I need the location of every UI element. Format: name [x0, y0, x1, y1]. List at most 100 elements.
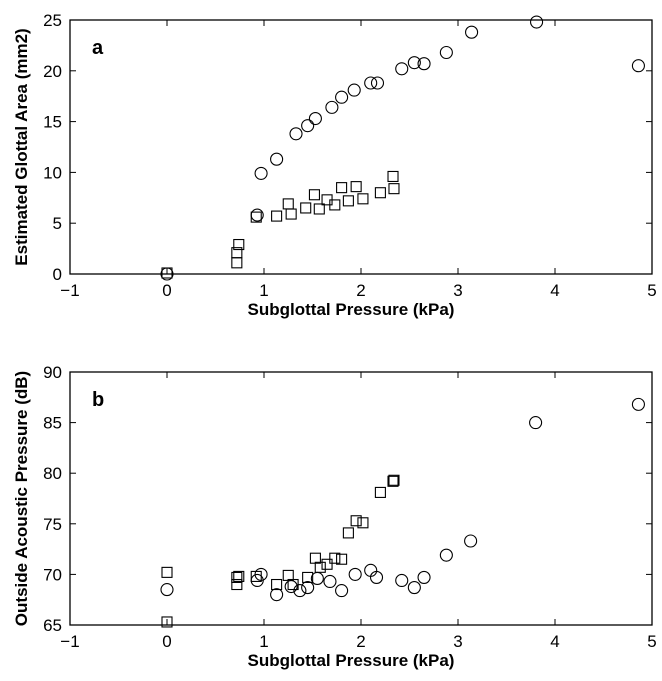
square-marker	[250, 211, 262, 223]
x-tick-label: −1	[60, 632, 79, 651]
y-tick-label: 80	[43, 464, 62, 483]
x-tick-label: −1	[60, 281, 79, 300]
circle-marker	[369, 570, 384, 584]
square-marker	[357, 517, 369, 529]
y-tick-label: 70	[43, 565, 62, 584]
square-marker	[342, 527, 354, 539]
x-tick-label: 0	[162, 281, 171, 300]
square-marker	[374, 486, 386, 498]
square-marker	[231, 247, 243, 259]
x-tick-label: 3	[453, 632, 462, 651]
circle-marker	[407, 56, 421, 70]
circle-marker	[417, 570, 431, 584]
circle-marker	[254, 166, 268, 180]
square-marker	[374, 187, 386, 199]
y-ticks-b: 65 70 75 80 85 90	[43, 363, 652, 635]
square-marker	[387, 170, 399, 183]
circle-marker	[417, 57, 431, 71]
x-tick-label: 2	[356, 281, 365, 300]
x-tick-label: 5	[647, 281, 656, 300]
panel-letter-a: a	[92, 37, 104, 59]
x-ticks-a: −1 0 1 2 3 4 5	[60, 20, 657, 300]
square-marker	[233, 238, 245, 251]
x-tick-label: 1	[259, 632, 268, 651]
markers-a	[160, 15, 645, 281]
square-marker	[388, 183, 400, 195]
x-tick-label: 0	[162, 632, 171, 651]
circle-marker	[335, 584, 349, 598]
square-marker	[271, 578, 283, 591]
y-tick-label: 65	[43, 616, 62, 635]
circle-marker	[301, 119, 315, 133]
y-tick-label: 10	[43, 163, 62, 182]
plot-area-a	[69, 19, 653, 275]
circle-marker	[465, 25, 479, 39]
circle-marker	[395, 573, 409, 588]
circle-marker	[347, 83, 361, 97]
square-marker	[342, 195, 354, 207]
x-tick-label: 5	[647, 632, 656, 651]
square-marker	[287, 578, 299, 591]
y-tick-label: 20	[43, 62, 62, 81]
circle-marker	[631, 59, 645, 73]
panel-letter-b: b	[92, 389, 104, 411]
square-marker	[271, 210, 283, 222]
circle-marker	[323, 574, 337, 589]
circle-marker	[293, 584, 307, 598]
square-marker	[350, 515, 362, 527]
square-marker	[161, 616, 173, 628]
x-axis-label-b: Subglottal Pressure (kPa)	[248, 651, 455, 670]
circle-marker	[160, 583, 174, 597]
y-axis-label-b: Outside Acoustic Pressure (dB)	[12, 371, 31, 626]
square-marker	[387, 475, 399, 487]
markers-b	[160, 397, 645, 628]
circle-marker	[335, 90, 349, 104]
circle-marker	[439, 45, 453, 60]
square-marker	[388, 474, 400, 486]
square-marker	[300, 202, 312, 214]
square-marker	[314, 561, 326, 573]
y-tick-label: 75	[43, 515, 62, 534]
square-marker	[336, 553, 348, 565]
y-tick-label: 5	[53, 214, 62, 233]
x-tick-label: 4	[550, 281, 559, 300]
square-marker	[321, 558, 333, 570]
square-marker	[233, 570, 245, 582]
square-marker	[161, 566, 173, 578]
circle-marker	[395, 62, 409, 76]
square-marker	[161, 267, 173, 279]
panel-b: −1 0 1 2 3 4 5 65 70 75 80 85 90 b Subglottal Press…	[12, 363, 657, 670]
y-tick-label: 15	[43, 113, 62, 132]
y-ticks-a: 0 5 10 15 20 25	[43, 11, 652, 284]
circle-marker	[308, 112, 322, 126]
x-tick-label: 2	[356, 632, 365, 651]
circle-marker	[439, 548, 453, 562]
y-tick-label: 90	[43, 363, 62, 382]
circle-marker	[364, 76, 378, 90]
square-marker	[357, 193, 369, 205]
square-marker	[308, 189, 320, 201]
circle-marker	[631, 397, 645, 411]
y-axis-label-a: Estimated Glottal Area (mm2)	[12, 28, 31, 265]
circle-marker	[348, 567, 362, 581]
x-tick-label: 1	[259, 281, 268, 300]
square-marker	[231, 578, 243, 591]
square-marker	[329, 199, 341, 211]
y-tick-label: 85	[43, 414, 62, 433]
square-marker	[285, 208, 297, 220]
circle-marker	[270, 588, 284, 602]
circle-marker	[529, 416, 543, 430]
square-marker	[250, 570, 262, 582]
circle-marker	[530, 15, 544, 29]
y-tick-label: 25	[43, 11, 62, 30]
x-axis-label-a: Subglottal Pressure (kPa)	[248, 300, 455, 319]
circle-marker	[289, 127, 303, 141]
circle-marker	[301, 581, 315, 595]
x-tick-label: 4	[550, 632, 559, 651]
circle-marker	[270, 152, 284, 166]
circle-marker	[407, 581, 421, 595]
y-tick-label: 0	[53, 265, 62, 284]
square-marker	[231, 571, 243, 583]
square-marker	[313, 203, 325, 215]
